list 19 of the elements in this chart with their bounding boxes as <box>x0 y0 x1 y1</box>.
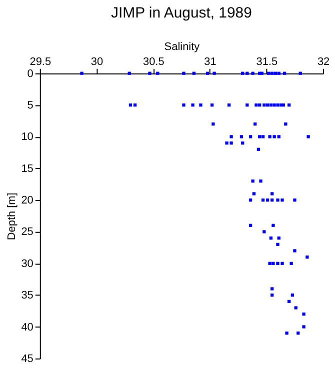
y-tick-label: 15 <box>21 162 34 175</box>
y-tick-label: 30 <box>21 258 34 270</box>
y-tick-label: 0 <box>27 68 34 80</box>
x-tick-label: 31.5 <box>256 56 278 68</box>
y-tick-label: 35 <box>21 290 34 302</box>
x-tick-label: 30 <box>90 56 104 68</box>
y-tick-label: 10 <box>21 131 34 144</box>
x-tick-label: 32 <box>317 56 330 68</box>
y-tick-label: 40 <box>21 321 34 334</box>
chart-title: JIMP in August, 1989 <box>111 4 252 22</box>
x-axis-title: Salinity <box>164 40 200 53</box>
x-tick-label: 30.5 <box>142 56 164 68</box>
y-tick-label: 5 <box>27 100 34 112</box>
y-axis-title: Depth [m] <box>6 192 18 240</box>
y-tick-label: 20 <box>21 194 34 207</box>
x-tick-label: 29.5 <box>30 56 52 68</box>
y-tick-label: 25 <box>21 226 34 238</box>
x-tick-label: 31 <box>204 56 216 68</box>
y-tick-label: 45 <box>21 352 34 365</box>
